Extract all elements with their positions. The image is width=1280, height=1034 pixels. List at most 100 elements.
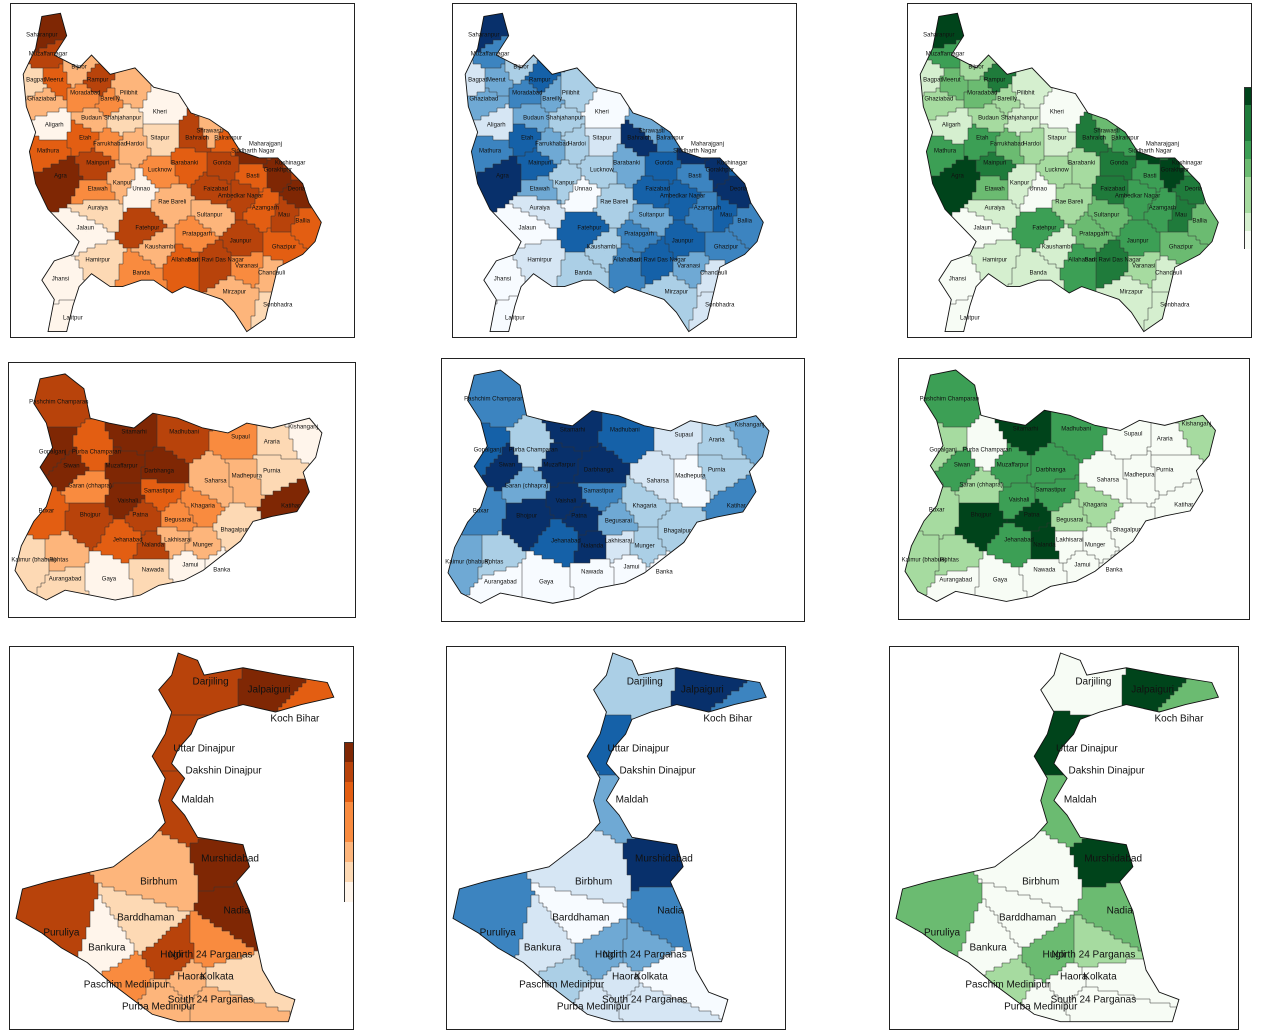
district-label: Pashchim Champaran: [29, 400, 88, 407]
map-panel-up-green: 0.070.060.050.040.040.030.020.020.010.01…: [907, 3, 1252, 338]
district-label: Darjiling: [193, 677, 229, 688]
district-label: Saran (chhapra): [959, 482, 1002, 489]
district-label: Kanpur: [113, 180, 132, 187]
district-label: Kishanganj: [288, 424, 318, 431]
district-label: Kaushambi: [587, 244, 617, 251]
district-label: Kishanganj: [735, 422, 765, 429]
district-label: Mainpuri: [86, 161, 109, 168]
district-label: Vaishali: [117, 498, 138, 505]
district-label: Birbhum: [1022, 876, 1059, 887]
district-label: Vaishali: [556, 498, 577, 505]
district-label: Saran (chhapra): [68, 483, 111, 490]
district-label: Varanasi: [235, 264, 258, 271]
district-label: Purnia: [708, 468, 725, 475]
district-label: Kushinagar: [275, 161, 305, 168]
district-label: Begusarai: [605, 519, 632, 526]
district-label: Mathura: [479, 148, 501, 155]
district-label: Bhojpur: [971, 512, 992, 519]
district-label: Muzaffarpur: [997, 462, 1029, 469]
district-label: Jehanabad: [551, 539, 581, 546]
district-label: Meerut: [942, 77, 961, 84]
district-label: Fatehpur: [577, 225, 601, 232]
legend-color-bar: [1244, 87, 1252, 249]
district-label: Jhansi: [52, 277, 69, 284]
district-label: Ambedkar Nagar: [1115, 193, 1160, 200]
district-label: Etah: [976, 135, 988, 142]
district-label: Sonbhadra: [705, 302, 734, 309]
district-label: Koch Bihar: [703, 714, 752, 725]
district-label: Auraiya: [530, 206, 550, 213]
district-label: Farrukhabad: [93, 142, 127, 149]
district-label: Barddhaman: [999, 913, 1056, 924]
district-label: Buxar: [929, 507, 945, 514]
district-label: Bagpat: [26, 77, 45, 84]
map-panel-bihar-blue: 0.180.170.150.140.110.110.100.090.090.07…: [441, 358, 805, 622]
district-label: Budaun: [523, 116, 544, 123]
district-label: Kaimur (bhabua): [445, 559, 490, 566]
district-label: Hamirpur: [982, 257, 1007, 264]
district-label: Vaishali: [1009, 497, 1030, 504]
district-label: Bhagalpur: [1113, 528, 1140, 535]
district-label: Pratapgarh: [624, 232, 654, 239]
district-label: Purba Champaran: [72, 449, 121, 456]
district-label: Purba Medinipur: [557, 1001, 630, 1012]
map-panel-bihar-orange: 0.870.800.740.710.670.620.580.550.42 Pas…: [8, 362, 356, 618]
district-label: Kheri: [595, 109, 609, 116]
district-label: Azamgarh: [252, 206, 279, 213]
district-label: Ballia: [295, 219, 310, 226]
district-label: Ballia: [737, 219, 752, 226]
district-label: Chandauli: [700, 270, 727, 277]
district-label: Dakshin Dinajpur: [185, 765, 261, 776]
district-label: Gopalganj: [929, 447, 956, 454]
district-label: Kaushambi: [1042, 244, 1072, 251]
district-label: Lucknow: [1045, 167, 1069, 174]
district-label: Barabanki: [171, 161, 198, 168]
district-label: Jaunpur: [230, 238, 252, 245]
district-label: Jhansi: [949, 277, 966, 284]
district-label: Bhojpur: [80, 513, 101, 520]
district-label: Meerut: [487, 77, 506, 84]
district-label: Munger: [1085, 543, 1105, 550]
district-label: Kishanganj: [1182, 422, 1212, 429]
district-label: Kaushambi: [145, 244, 175, 251]
district-label: Saharsa: [1097, 477, 1119, 484]
district-label: Moradabad: [70, 90, 100, 97]
district-label: Bareilly: [997, 97, 1017, 104]
district-label: Buxar: [473, 508, 489, 515]
district-label: Nawada: [1033, 568, 1055, 575]
district-label: Muzaffarpur: [106, 464, 138, 471]
district-label: Madhubani: [1061, 427, 1091, 434]
district-label: Siddharth Nagar: [673, 148, 717, 155]
district-label: Araria: [264, 439, 280, 446]
district-label: Pashchim Champaran: [920, 397, 979, 404]
district-label: Barabanki: [1068, 161, 1095, 168]
district-label: North 24 Parganas: [603, 950, 687, 961]
map-panel-wb-green: 0.060.050.040.040.030.030.020.020.01 Dar…: [889, 646, 1239, 1030]
district-label: Saharanpur: [923, 32, 954, 39]
district-label: Uttar Dinajpur: [608, 743, 670, 754]
district-label: Hamirpur: [527, 257, 552, 264]
district-label: Lucknow: [590, 167, 614, 174]
district-label: Sultanpur: [639, 212, 665, 219]
district-label: Jalpaiguri: [681, 684, 724, 695]
district-label: Maldah: [181, 795, 214, 806]
district-label: Hardoi: [126, 142, 144, 149]
district-label: Lakhisarai: [1056, 538, 1083, 545]
district-label: Jehanabad: [113, 538, 143, 545]
district-label: Nalanda: [142, 542, 164, 549]
district-label: Aurangabad: [939, 578, 972, 585]
district-label: Puruliya: [480, 928, 516, 939]
district-label: Sonbhadra: [263, 302, 292, 309]
district-label: Gonda: [1110, 161, 1128, 168]
district-label: Nadia: [223, 906, 249, 917]
district-label: Dakshin Dinajpur: [1068, 765, 1144, 776]
district-label: Hardoi: [568, 142, 586, 149]
district-label: Bahraich: [1082, 135, 1106, 142]
district-label: Lucknow: [148, 167, 172, 174]
district-label: Samastipur: [144, 488, 174, 495]
district-label: Jalpaiguri: [1131, 684, 1174, 695]
district-label: Uttar Dinajpur: [1056, 743, 1118, 754]
district-label: Madhubani: [610, 427, 640, 434]
district-label: Aligarh: [487, 122, 506, 129]
district-label: Nawada: [581, 569, 603, 576]
